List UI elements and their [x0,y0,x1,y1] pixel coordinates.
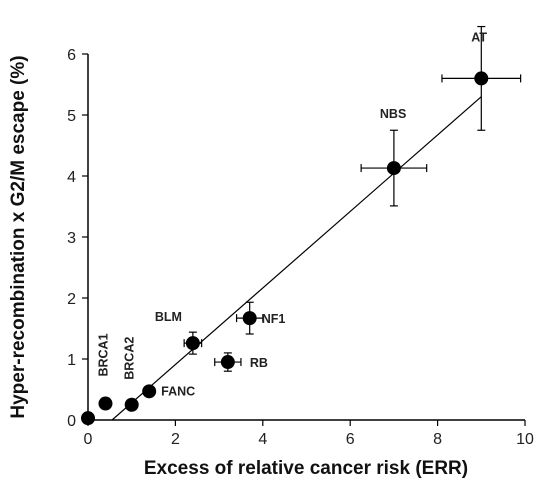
data-point [81,411,95,426]
point-label: AT [471,30,487,44]
x-tick-label: 2 [171,431,180,448]
data-point: RB [214,352,268,372]
x-tick-label: 6 [346,431,355,448]
point-label: NBS [380,107,406,121]
data-point: BRCA1 [96,333,113,411]
point-marker [386,161,401,176]
point-label: FANC [161,384,195,398]
point-marker [242,311,257,326]
y-ticks: 0 1 2 3 4 5 6 [67,47,88,430]
plot-frame [87,54,525,421]
y-tick-label: 0 [67,413,76,430]
data-point: BLM [155,310,203,355]
data-point: BRCA2 [123,337,139,412]
x-ticks: 0 2 4 6 8 10 [84,420,534,448]
x-tick-label: 4 [258,431,267,448]
y-tick-label: 6 [67,47,76,64]
point-marker [81,411,95,426]
point-marker [98,396,113,411]
data-point: FANC [142,384,195,399]
x-tick-label: 10 [516,431,534,448]
point-label: NF1 [262,312,286,326]
point-marker [474,71,489,86]
y-tick-label: 2 [67,291,76,308]
x-tick-label: 0 [84,431,93,448]
point-label: BRCA2 [123,337,137,380]
data-point: NBS [360,107,428,207]
point-marker [142,384,157,399]
fit-line-group [111,96,482,421]
point-label: RB [250,356,268,370]
point-marker [185,336,200,351]
y-tick-label: 4 [67,169,76,186]
point-label: BRCA1 [96,333,110,376]
point-label: BLM [155,310,182,324]
data-point: NF1 [235,301,286,335]
data-points: BRCA1 BRCA2 FANC BLM NF1 RB NBS AT [81,25,522,426]
y-tick-label: 1 [67,352,76,369]
y-tick-label: 3 [67,230,76,247]
point-marker [220,355,235,370]
fit-line [111,96,482,421]
x-tick-label: 8 [433,431,442,448]
y-axis-title: Hyper-recombination x G2/M escape (%) [8,55,29,418]
y-tick-label: 5 [67,108,76,125]
x-axis-title: Excess of relative cancer risk (ERR) [144,458,468,479]
data-point: AT [441,25,522,131]
point-marker [124,397,139,412]
